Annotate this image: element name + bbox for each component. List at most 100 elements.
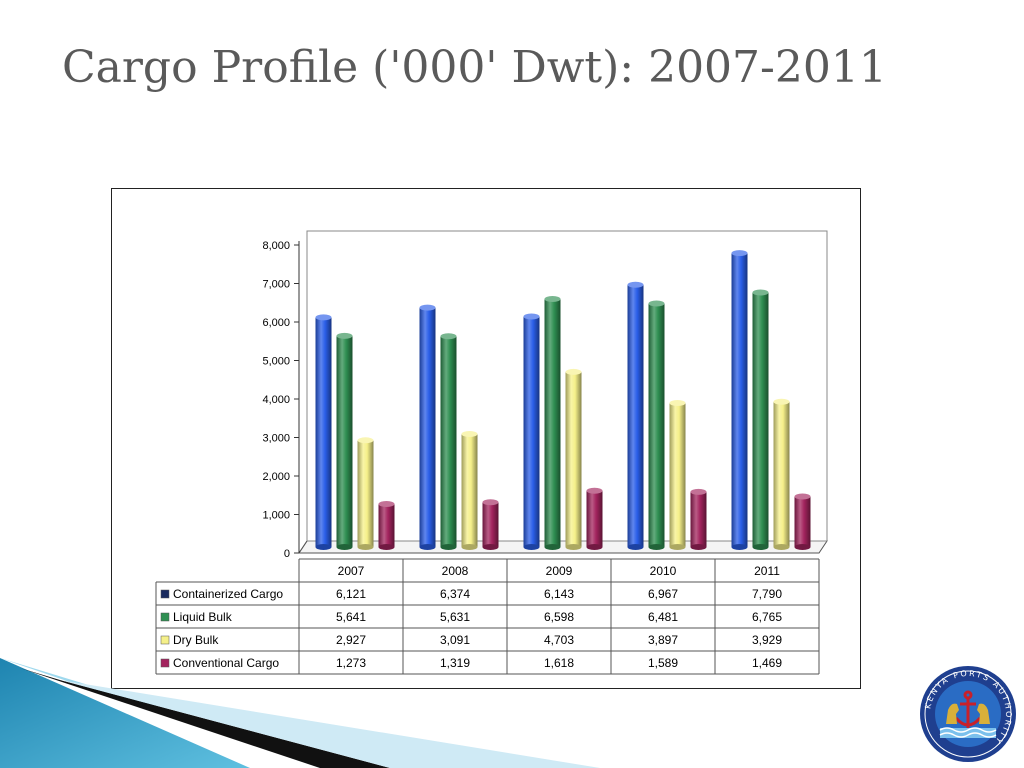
- bar-base: [731, 544, 748, 550]
- bar-cap: [440, 333, 457, 340]
- bar-cap: [419, 304, 436, 311]
- bar-dry-bulk: [669, 402, 686, 547]
- chart-floor-edge: [298, 540, 308, 554]
- data-label: 6,143: [544, 587, 574, 601]
- bar-liquid-bulk: [336, 335, 353, 547]
- chart-svg: 0 1,000 2,000 3,000 4,000 5,000 6,000 7,000 8,00…: [155, 230, 828, 675]
- bar-base: [648, 544, 665, 550]
- bar-cap: [357, 437, 374, 444]
- data-label: 6,374: [440, 587, 470, 601]
- chart-frame: 0 1,000 2,000 3,000 4,000 5,000 6,000 7,000 8,00…: [111, 188, 861, 689]
- bar-cap: [315, 314, 332, 321]
- y-tick-label: 3,000: [262, 433, 290, 445]
- chart-floor: [298, 540, 828, 554]
- bar-base: [627, 544, 644, 550]
- y-tick-label: 7,000: [262, 279, 290, 291]
- bar-base: [669, 544, 686, 550]
- bar-cap: [523, 313, 540, 320]
- data-label: 3,091: [440, 633, 470, 647]
- anchor-icon: [954, 690, 982, 728]
- corner-decoration: [0, 658, 600, 768]
- bar-liquid-bulk: [544, 298, 561, 547]
- bar-dry-bulk: [565, 371, 582, 547]
- kpa-logo: KENYA PORTS AUTHORITY: [920, 666, 1016, 762]
- bar-cap: [336, 332, 353, 339]
- bar-cap: [669, 399, 686, 406]
- lion-icon: [946, 703, 990, 724]
- bar-cap: [378, 500, 395, 507]
- data-label: 4,703: [544, 633, 574, 647]
- bar-dry-bulk: [773, 401, 790, 547]
- data-label: 1,319: [440, 656, 470, 670]
- data-label: 6,598: [544, 610, 574, 624]
- bar-conventional-cargo: [378, 503, 395, 547]
- data-label: 5,631: [440, 610, 470, 624]
- data-label: 6,765: [752, 610, 782, 624]
- bar-dry-bulk: [357, 440, 374, 547]
- y-tick-label: 4,000: [262, 394, 290, 406]
- bar-cap: [773, 398, 790, 405]
- data-label: 7,790: [752, 587, 782, 601]
- bar-base: [752, 544, 769, 550]
- bar-cap: [752, 289, 769, 296]
- bar-cap: [565, 368, 582, 375]
- x-category-label: 2010: [650, 564, 677, 578]
- bar-cap: [627, 281, 644, 288]
- bar-conventional-cargo: [482, 502, 499, 547]
- y-tick-label: 0: [284, 548, 290, 560]
- legend-swatch: [160, 612, 170, 622]
- data-label: 6,967: [648, 587, 678, 601]
- bar-base: [773, 544, 790, 550]
- bar-base: [523, 544, 540, 550]
- bar-base: [482, 544, 499, 550]
- bar-base: [794, 544, 811, 550]
- bar-dry-bulk: [461, 433, 478, 547]
- legend-label: Conventional Cargo: [173, 656, 279, 670]
- data-label: 6,481: [648, 610, 678, 624]
- data-label: 3,929: [752, 633, 782, 647]
- y-tick-label: 1,000: [262, 510, 290, 522]
- data-label: 6,121: [336, 587, 366, 601]
- data-label: 1,618: [544, 656, 574, 670]
- bar-base: [440, 544, 457, 550]
- bar-cap: [461, 430, 478, 437]
- bar-cap: [731, 250, 748, 257]
- bar-liquid-bulk: [648, 303, 665, 547]
- y-tick-label: 6,000: [262, 317, 290, 329]
- x-category-label: 2009: [546, 564, 573, 578]
- bar-base: [357, 544, 374, 550]
- bar-base: [315, 544, 332, 550]
- bar-containerized-cargo: [523, 316, 540, 547]
- bar-base: [336, 544, 353, 550]
- data-label: 1,469: [752, 656, 782, 670]
- y-tick-label: 8,000: [262, 240, 290, 252]
- bar-liquid-bulk: [440, 336, 457, 547]
- legend-label: Dry Bulk: [173, 633, 219, 647]
- bar-conventional-cargo: [690, 491, 707, 547]
- legend-swatch: [160, 658, 170, 668]
- bar-cap: [690, 488, 707, 495]
- data-label: 5,641: [336, 610, 366, 624]
- bar-cap: [648, 300, 665, 307]
- bar-cap: [482, 499, 499, 506]
- y-tick-label: 2,000: [262, 471, 290, 483]
- slide-title: Cargo Profile ('000' Dwt): 2007-2011: [62, 42, 887, 93]
- bar-base: [586, 544, 603, 550]
- data-label: 3,897: [648, 633, 678, 647]
- legend-swatch: [160, 589, 170, 599]
- bar-conventional-cargo: [586, 490, 603, 547]
- bar-base: [544, 544, 561, 550]
- data-label: 1,589: [648, 656, 678, 670]
- bar-base: [690, 544, 707, 550]
- bar-conventional-cargo: [794, 496, 811, 547]
- data-label: 1,273: [336, 656, 366, 670]
- bar-containerized-cargo: [627, 284, 644, 547]
- bar-base: [419, 544, 436, 550]
- x-category-label: 2007: [338, 564, 365, 578]
- bar-containerized-cargo: [731, 253, 748, 547]
- legend-label: Containerized Cargo: [173, 587, 283, 601]
- bar-base: [461, 544, 478, 550]
- x-category-label: 2008: [442, 564, 469, 578]
- bar-base: [378, 544, 395, 550]
- y-tick-label: 5,000: [262, 356, 290, 368]
